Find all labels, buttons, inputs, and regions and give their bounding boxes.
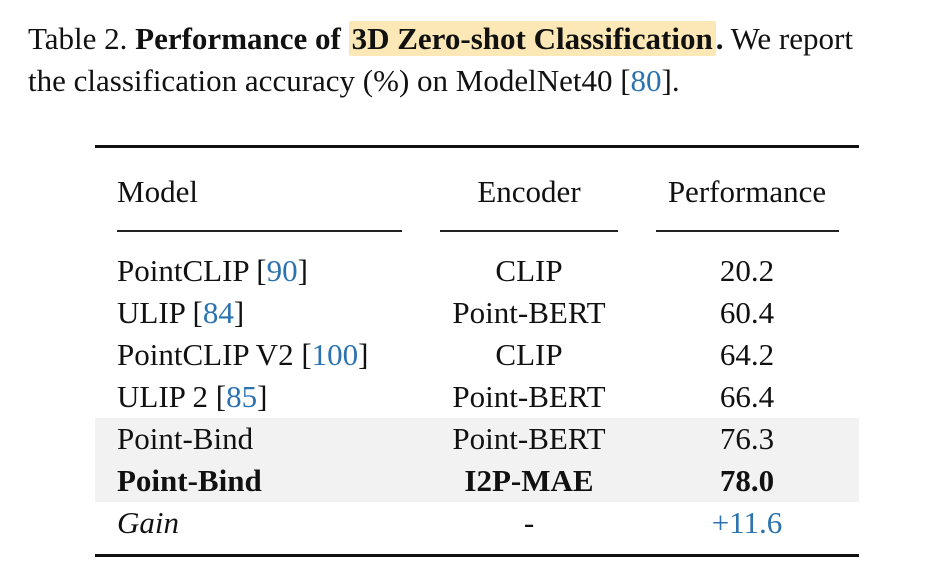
row-performance: 60.4 [719,295,775,330]
row-model: PointCLIP V2 [100] [117,334,368,376]
header-encoder: Encoder [477,174,581,209]
table-row-highlighted: Point-Bind Point-BERT 76.3 [95,418,859,460]
row-encoder: Point-BERT [452,379,606,414]
row-model: Point-Bind [117,463,262,498]
table-row: PointCLIP V2 [100] CLIP 64.2 [95,334,859,376]
caption-text-3: ]. [661,63,680,98]
row-model-name: PointCLIP V2 [ [117,337,312,372]
row-model-name: ULIP [ [117,295,203,330]
row-model: PointCLIP [90] [117,250,308,292]
caption-label: Table 2. [28,21,128,56]
row-performance: 76.3 [719,421,775,456]
row-model: Point-Bind [117,421,254,456]
caption-title-prefix: Performance of [135,21,341,56]
citation-link[interactable]: 100 [311,337,359,372]
citation-link[interactable]: 80 [630,63,662,98]
row-model-name: PointCLIP [ [117,253,267,288]
row-performance: 66.4 [719,379,775,414]
header-performance-rule [656,230,839,232]
citation-link[interactable]: 84 [202,295,234,330]
citation-link[interactable]: 90 [266,253,298,288]
table-caption: Table 2. Performance of 3D Zero-shot Cla… [28,18,933,102]
table-row: ULIP 2 [85] Point-BERT 66.4 [95,376,859,418]
header-model-rule [117,230,402,232]
header-spacer [95,236,859,250]
table-row-best: Point-Bind I2P-MAE 78.0 [95,460,859,502]
row-performance: +11.6 [711,505,783,540]
caption-text-2: the classification accuracy (%) on Model… [28,63,631,98]
row-model-bracket: ] [358,337,369,372]
results-table: Model Encoder Performance PointCLIP [90]… [95,145,859,557]
row-encoder: I2P-MAE [464,463,594,498]
row-encoder: CLIP [495,337,563,372]
row-model: Gain [117,505,179,540]
row-performance: 78.0 [719,463,775,498]
table-top-rule [95,145,859,148]
row-encoder: CLIP [495,253,563,288]
row-model-bracket: ] [233,295,245,330]
row-model-bracket: ] [257,379,268,414]
citation-link[interactable]: 85 [226,379,258,414]
row-model-name: ULIP 2 [ [117,379,227,414]
header-model: Model [117,174,198,209]
row-model: ULIP [84] [117,292,244,334]
caption-line-1: Table 2. Performance of 3D Zero-shot Cla… [28,18,933,60]
row-model-bracket: ] [297,253,308,288]
caption-text-1: We report [723,21,853,56]
row-encoder: Point-BERT [452,295,606,330]
caption-title-highlight: 3D Zero-shot Classification [348,21,716,56]
row-encoder: Point-BERT [452,421,606,456]
bottom-spacer [95,544,859,554]
table-header-row: Model Encoder Performance [95,148,859,236]
caption-line-2: the classification accuracy (%) on Model… [28,60,933,102]
table-row-gain: Gain - +11.6 [95,502,859,544]
table-bottom-rule [95,554,859,557]
row-performance: 20.2 [719,253,775,288]
row-encoder: - [523,505,535,540]
header-encoder-rule [440,230,618,232]
table-row: PointCLIP [90] CLIP 20.2 [95,250,859,292]
header-performance: Performance [667,174,827,209]
row-model: ULIP 2 [85] [117,376,267,418]
row-performance: 64.2 [719,337,775,372]
table-row: ULIP [84] Point-BERT 60.4 [95,292,859,334]
caption-title-suffix: . [715,21,724,56]
